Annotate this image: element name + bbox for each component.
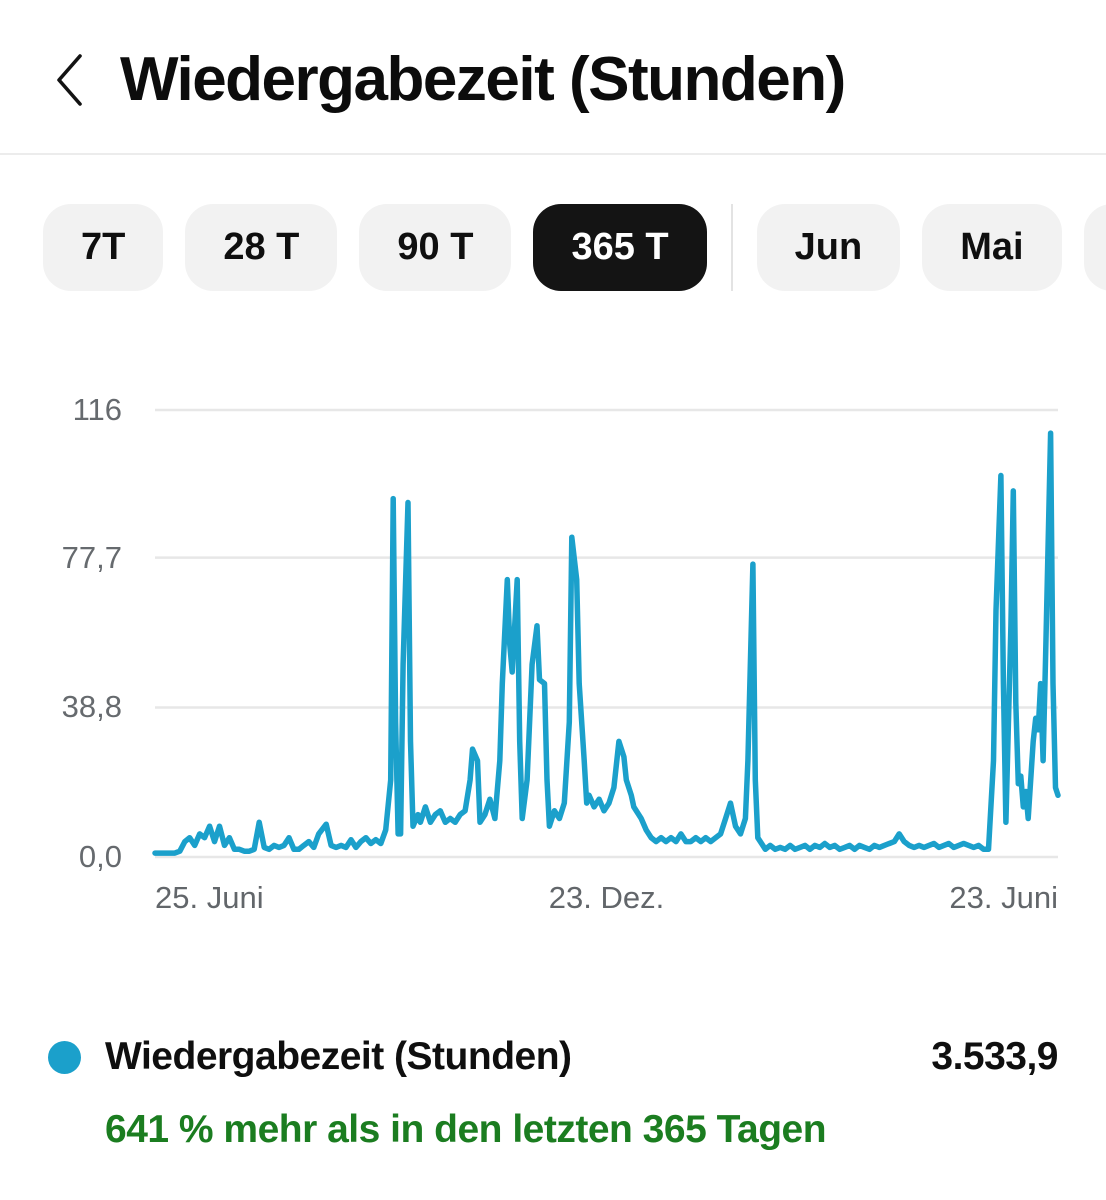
legend-row: Wiedergabezeit (Stunden) 3.533,9 [48,1035,1058,1078]
series-total-value: 3.533,9 [931,1035,1058,1078]
y-axis-label: 116 [72,392,122,427]
back-button[interactable] [46,48,98,112]
page-title: Wiedergabezeit (Stunden) [120,45,846,114]
chevron-left-icon [57,53,82,106]
y-axis-label: 38,8 [61,689,122,725]
watch-time-series-line [152,430,1061,856]
y-axis-label: 77,7 [61,539,122,575]
time-range-button-90t[interactable]: 90 T [359,204,512,291]
month-button-jun[interactable]: Jun [756,204,901,291]
time-range-button-28t[interactable]: 28 T [185,204,338,291]
series-color-dot [48,1040,81,1074]
x-axis-label: 23. Dez. [548,880,665,915]
y-axis-label: 0,0 [78,839,122,874]
time-range-button-365t[interactable]: 365 T [533,204,707,291]
month-button-partial[interactable] [1083,204,1106,291]
filter-group-divider [730,204,733,291]
x-axis-label: 23. Juni [949,880,1058,915]
time-range-selector: 7T 28 T 90 T 365 T Jun Mai [43,204,1106,291]
x-axis-label: 25. Juni [155,880,264,915]
time-range-button-7t[interactable]: 7T [43,204,164,291]
comparison-delta-text: 641 % mehr als in den letzten 365 Tagen [105,1108,827,1151]
series-label: Wiedergabezeit (Stunden) [105,1035,572,1078]
header: Wiedergabezeit (Stunden) [0,0,1106,155]
month-button-mai[interactable]: Mai [922,204,1062,291]
watch-time-chart: 116 77,7 38,8 0,0 25. Juni 23. Dez. 23. Juni [0,380,1106,940]
watch-time-line-chart [152,408,1061,859]
